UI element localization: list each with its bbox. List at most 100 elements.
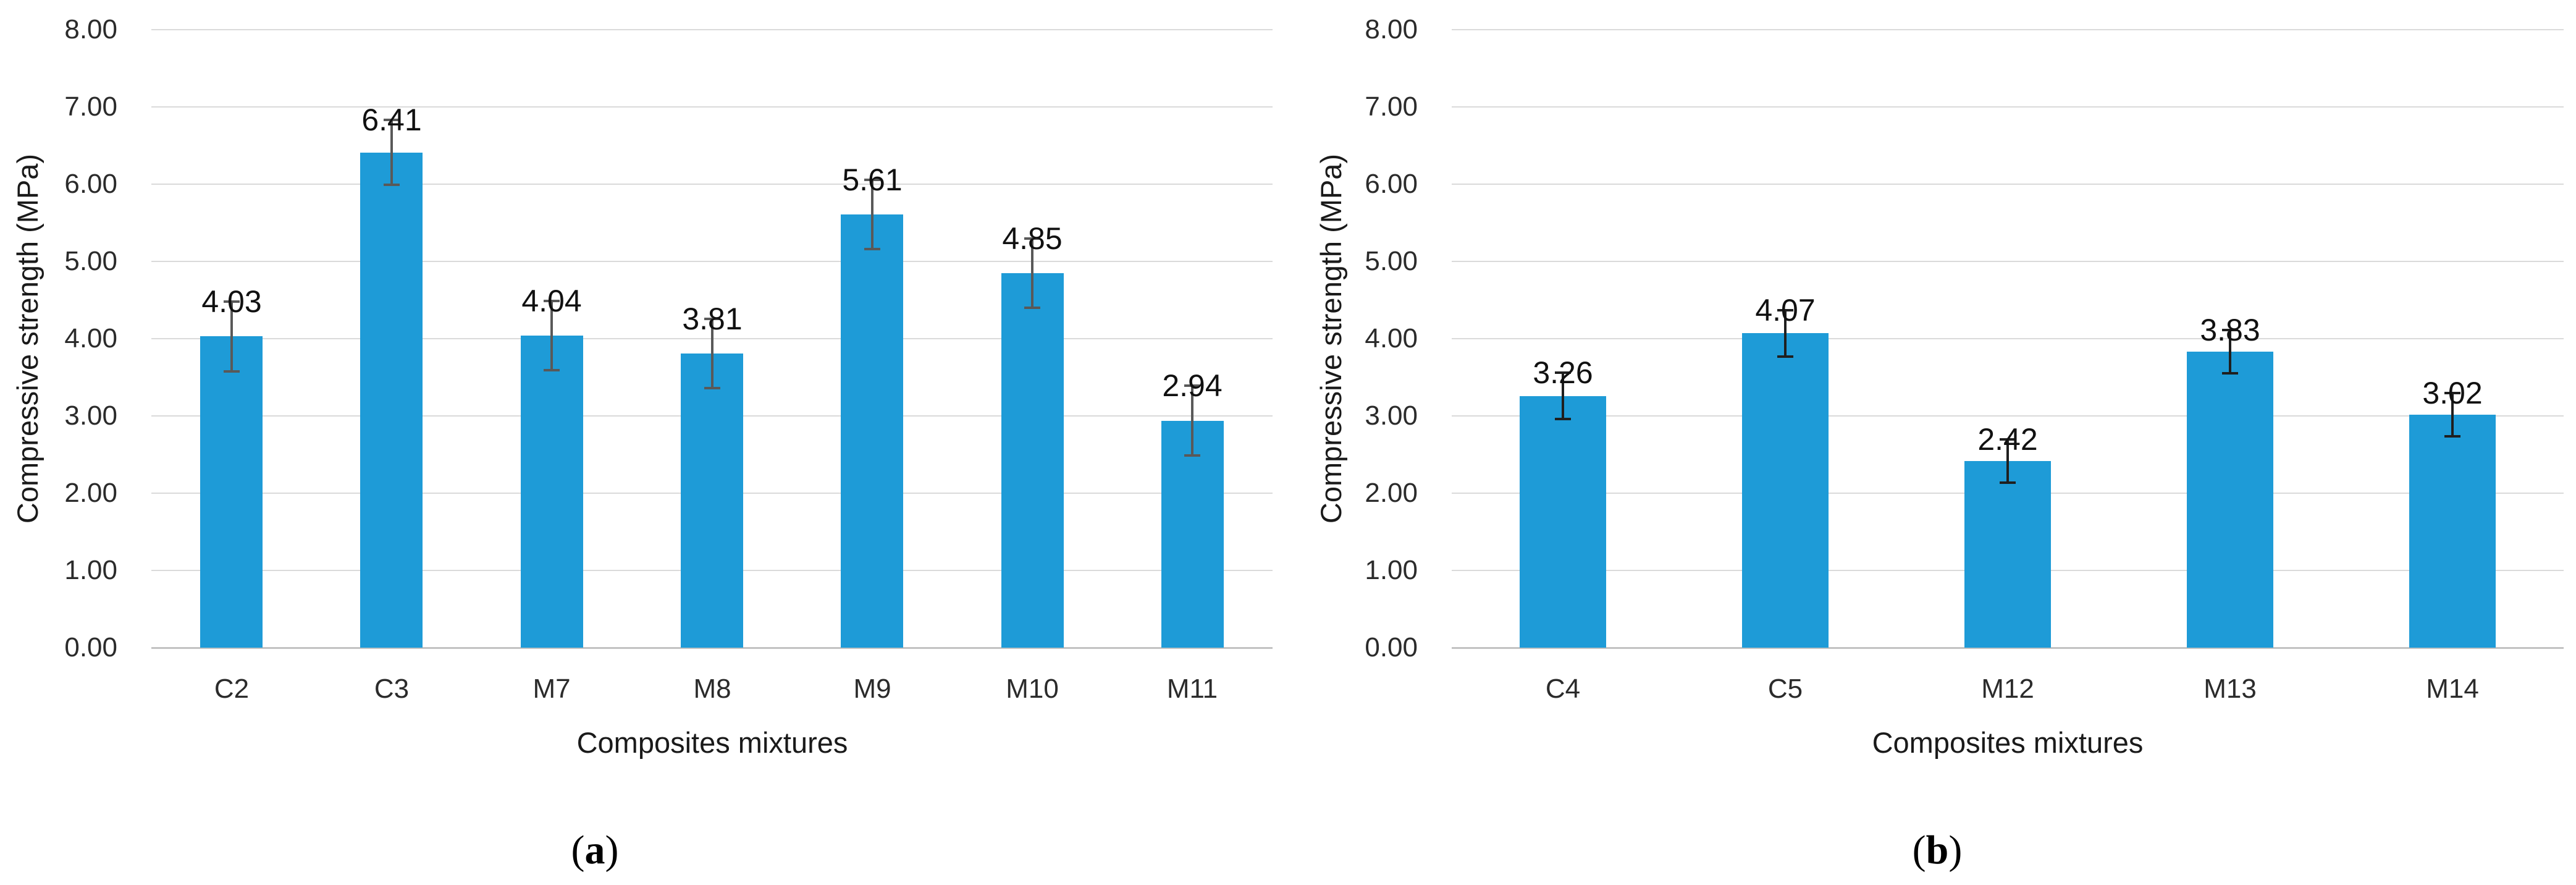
- gridline: [1452, 29, 2564, 30]
- value-label: 2.42: [1977, 422, 2038, 457]
- error-bar-cap-top: [2222, 329, 2238, 331]
- y-tick-label: 4.00: [1365, 323, 1418, 354]
- y-tick-label: 3.00: [64, 400, 117, 431]
- bar: [200, 336, 263, 648]
- x-category-label: C3: [374, 674, 410, 704]
- error-bar-cap-top: [2000, 438, 2016, 441]
- error-bar-line: [1784, 310, 1787, 357]
- error-bar-cap-top: [1555, 371, 1571, 374]
- x-category-label: M12: [1981, 674, 2034, 704]
- gridline: [151, 261, 1273, 262]
- x-category-label: M14: [2426, 674, 2479, 704]
- error-bar-line: [1191, 386, 1193, 455]
- value-label: 4.04: [521, 284, 582, 318]
- bar: [1520, 396, 1606, 648]
- x-axis-line: [151, 647, 1273, 649]
- error-bar-line: [711, 319, 713, 389]
- error-bar-cap-top: [544, 300, 560, 302]
- error-bar-cap-top: [864, 179, 880, 181]
- x-category-label: M13: [2203, 674, 2257, 704]
- error-bar-cap-top: [1184, 384, 1200, 387]
- y-tick-label: 5.00: [64, 246, 117, 276]
- value-label: 6.41: [361, 103, 422, 137]
- x-axis-line: [1452, 647, 2564, 649]
- error-bar-cap-top: [2444, 392, 2460, 394]
- value-label: 5.61: [842, 163, 903, 197]
- x-category-label: M9: [853, 674, 891, 704]
- error-bar-cap-bottom: [544, 369, 560, 371]
- error-bar-cap-bottom: [2222, 372, 2238, 375]
- y-tick-label: 8.00: [64, 14, 117, 44]
- error-bar-cap-top: [224, 300, 240, 303]
- chart-panel-a: Compressive strength (MPa) 0.00 1.00 2.00 3.…: [11, 14, 1273, 879]
- y-tick-label: 4.00: [64, 323, 117, 354]
- x-category-label: M7: [532, 674, 571, 704]
- y-tick-label: 5.00: [1365, 246, 1418, 276]
- x-category-label: C5: [1767, 674, 1803, 704]
- panel-label: (a): [502, 822, 688, 879]
- x-category-label: M10: [1006, 674, 1059, 704]
- error-bar-line: [2229, 330, 2231, 373]
- error-bar-cap-bottom: [704, 387, 720, 389]
- error-bar-cap-bottom: [224, 370, 240, 373]
- gridline: [1452, 261, 2564, 262]
- panel-label: (b): [1845, 822, 2030, 879]
- panel-label-letter: a: [584, 828, 605, 873]
- error-bar-cap-top: [704, 318, 720, 320]
- error-bar-cap-top: [1024, 237, 1040, 240]
- panel-label-open-paren: (: [1912, 828, 1926, 873]
- error-bar-line: [390, 120, 393, 185]
- value-label: 4.03: [201, 284, 262, 319]
- error-bar-cap-bottom: [1555, 418, 1571, 420]
- bar: [521, 336, 583, 648]
- error-bar-cap-top: [1777, 309, 1793, 311]
- gridline: [1452, 106, 2564, 108]
- panel-label-close-paren: ): [605, 828, 619, 873]
- x-category-label: M11: [1166, 674, 1218, 704]
- value-label: 3.81: [682, 302, 743, 336]
- gridline: [151, 184, 1273, 185]
- error-bar-line: [2451, 393, 2454, 436]
- y-tick-label: 1.00: [64, 555, 117, 585]
- x-category-label: C2: [214, 674, 250, 704]
- error-bar-cap-bottom: [2444, 435, 2460, 438]
- bar: [360, 152, 423, 648]
- y-tick-label: 2.00: [1365, 478, 1418, 508]
- y-tick-label: 2.00: [64, 478, 117, 508]
- x-axis-title: Composites mixtures: [1872, 726, 2144, 759]
- panel-label-open-paren: (: [571, 828, 585, 873]
- bar: [1001, 273, 1064, 648]
- bar: [681, 353, 743, 648]
- y-tick-label: 8.00: [1365, 14, 1418, 44]
- panel-label-close-paren: ): [1948, 828, 1963, 873]
- error-bar-line: [1562, 373, 1564, 419]
- error-bar-line: [1031, 239, 1033, 308]
- value-label: 3.26: [1533, 355, 1593, 390]
- bar: [841, 214, 903, 648]
- y-tick-label: 0.00: [1365, 632, 1418, 663]
- error-bar-cap-bottom: [864, 248, 880, 250]
- bar: [1742, 333, 1829, 648]
- chart-panel-b: Compressive strength (MPa) 0.00 1.00 2.00 3.…: [1288, 0, 2576, 885]
- value-label: 4.85: [1002, 221, 1063, 256]
- y-tick-label: 1.00: [1365, 555, 1418, 585]
- error-bar-line: [550, 301, 553, 371]
- error-bar-cap-bottom: [1777, 355, 1793, 358]
- value-label: 3.83: [2200, 313, 2260, 347]
- error-bar-line: [2006, 439, 2009, 483]
- gridline: [151, 29, 1273, 30]
- x-category-label: M8: [693, 674, 731, 704]
- gridline: [1452, 184, 2564, 185]
- bar: [1964, 460, 2051, 648]
- error-bar-cap-bottom: [2000, 481, 2016, 484]
- bar: [2187, 352, 2273, 648]
- value-label: 3.02: [2422, 376, 2483, 410]
- error-bar-line: [871, 180, 873, 250]
- y-tick-label: 7.00: [1365, 91, 1418, 122]
- panel-label-letter: b: [1926, 828, 1949, 873]
- gridline: [1452, 415, 2564, 417]
- bar: [2409, 414, 2496, 648]
- x-axis-title: Composites mixtures: [576, 726, 848, 759]
- value-label: 2.94: [1162, 368, 1223, 403]
